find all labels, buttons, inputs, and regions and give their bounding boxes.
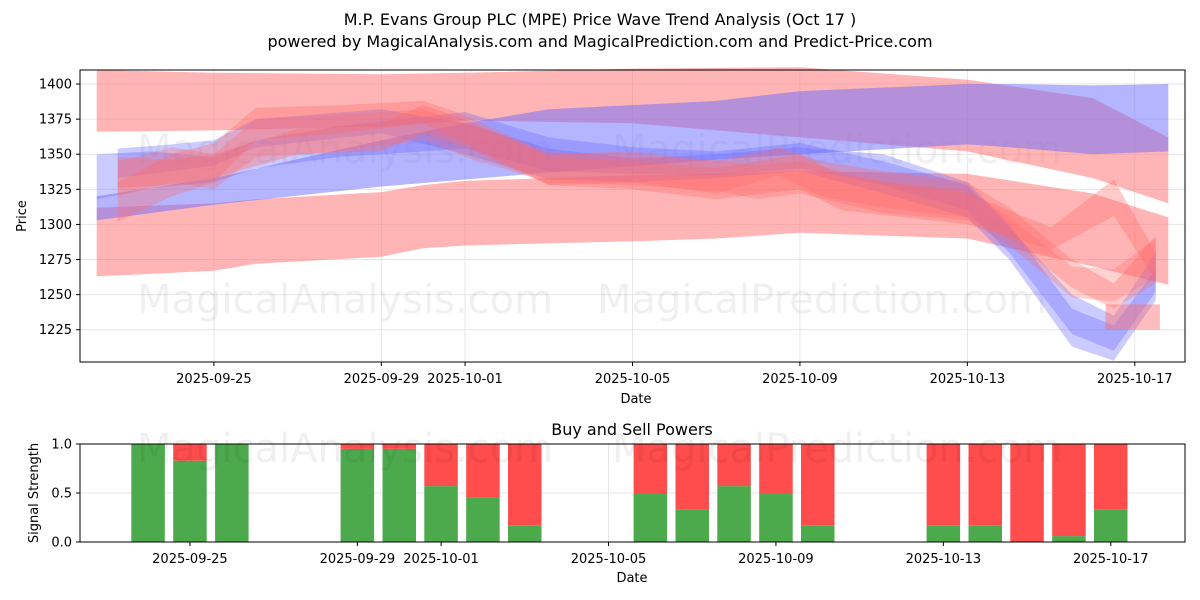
sell-bar (926, 444, 961, 526)
buy-bar (382, 448, 416, 542)
signal-y-tick-label: 1.0 (51, 438, 72, 453)
band-red-wave-1 (117, 100, 1156, 309)
sell-bar (633, 444, 668, 493)
buy-bar (675, 509, 709, 542)
band-red-wave-3 (117, 109, 1156, 302)
signal-y-tick-label: 0.0 (51, 536, 72, 551)
sell-bar (173, 444, 207, 461)
price-y-tick-label: 1375 (39, 113, 72, 128)
buy-bar (801, 525, 835, 542)
watermark-analysis-middle: MagicalAnalysis.com (137, 277, 553, 323)
price-x-label: Date (620, 392, 651, 407)
sell-bar (1094, 444, 1128, 510)
signal-x-tick-label: 2025-10-13 (906, 552, 982, 567)
sell-bar (424, 444, 458, 487)
price-y-label: Price (15, 200, 30, 232)
price-y-tick-label: 1250 (39, 288, 72, 303)
buy-bar (633, 493, 668, 542)
price-y-tick-label: 1275 (39, 253, 72, 268)
signal-x-tick-label: 2025-10-05 (571, 552, 647, 567)
price-x-tick-label: 2025-09-25 (176, 372, 252, 387)
signal-x-tick-label: 2025-09-29 (320, 552, 396, 567)
buy-bar (717, 486, 751, 542)
price-wave-panel: MagicalAnalysis.com MagicalPrediction.co… (15, 67, 1186, 407)
price-x-tick-label: 2025-10-05 (595, 372, 671, 387)
price-x-tick-label: 2025-10-01 (427, 372, 503, 387)
price-x-tick-label: 2025-10-13 (930, 372, 1006, 387)
price-y-ticks: 1225 1250 1275 1300 1325 1350 1375 1400 (39, 78, 80, 338)
sell-bar (1010, 444, 1044, 542)
watermark-analysis-bottom: MagicalAnalysis.com (137, 426, 553, 472)
signal-x-tick-label: 2025-09-25 (152, 552, 228, 567)
price-x-tick-label: 2025-10-09 (762, 372, 838, 387)
sell-bar (759, 444, 793, 493)
price-y-tick-label: 1300 (39, 218, 72, 233)
watermark-prediction-middle: MagicalPrediction.com (597, 277, 1047, 323)
price-y-tick-label: 1325 (39, 183, 72, 198)
signal-x-tick-label: 2025-10-17 (1073, 552, 1149, 567)
signal-title: Buy and Sell Powers (551, 420, 713, 439)
sell-bar (717, 444, 751, 487)
signal-y-tick-label: 0.5 (51, 487, 72, 502)
buy-bar (1052, 536, 1086, 542)
signal-y-label: Signal Strength (27, 443, 42, 543)
sell-bar (1052, 444, 1086, 537)
price-y-tick-label: 1350 (39, 148, 72, 163)
sell-bar (968, 444, 1002, 526)
price-y-tick-label: 1225 (39, 323, 72, 338)
signal-y-ticks: 0.0 0.5 1.0 (51, 438, 80, 551)
buy-bar (508, 525, 542, 542)
buy-bar (131, 444, 165, 542)
buy-bar (926, 525, 961, 542)
sell-bar (382, 444, 416, 449)
watermark-prediction-bottom: MagicalPrediction.com (612, 426, 1062, 472)
buy-bar (1094, 509, 1128, 542)
signal-watermarks: MagicalAnalysis.com MagicalPrediction.co… (137, 426, 1062, 472)
sell-bar (508, 444, 542, 526)
buy-bar (215, 444, 249, 542)
band-red-wide-lower (96, 171, 1169, 285)
buy-bar (466, 497, 500, 542)
signal-bars (131, 444, 1128, 542)
sell-bar (466, 444, 500, 498)
price-x-tick-label: 2025-10-17 (1097, 372, 1173, 387)
buy-bar (424, 486, 458, 542)
signal-x-label: Date (616, 571, 647, 586)
buy-bar (968, 525, 1002, 542)
buy-bar (340, 448, 375, 542)
band-red-flat-low (1105, 304, 1160, 330)
band-blue-wave-1 (117, 109, 1156, 361)
signal-x-ticks: 2025-09-25 2025-09-29 2025-10-01 2025-10-05… (152, 542, 1149, 567)
chart-subtitle: powered by MagicalAnalysis.com and Magic… (267, 32, 933, 51)
signal-x-tick-label: 2025-10-09 (738, 552, 814, 567)
price-y-tick-label: 1400 (39, 78, 72, 93)
band-blue-long-band (96, 84, 1169, 221)
buy-bar (173, 460, 207, 542)
price-bands (96, 67, 1169, 361)
sell-bar (340, 444, 375, 449)
signal-panel: Buy and Sell Powers MagicalAnalysis.com … (27, 420, 1186, 586)
price-x-tick-label: 2025-09-29 (344, 372, 420, 387)
buy-bar (759, 493, 793, 542)
sell-bar (801, 444, 835, 526)
band-blue-wave-2 (96, 112, 1156, 351)
signal-x-tick-label: 2025-10-01 (403, 552, 479, 567)
price-x-ticks: 2025-09-25 2025-09-29 2025-10-01 2025-10-05… (176, 362, 1173, 387)
chart-title: M.P. Evans Group PLC (MPE) Price Wave Tr… (343, 10, 857, 29)
band-red-wave-2 (117, 105, 1156, 281)
sell-bar (675, 444, 709, 510)
